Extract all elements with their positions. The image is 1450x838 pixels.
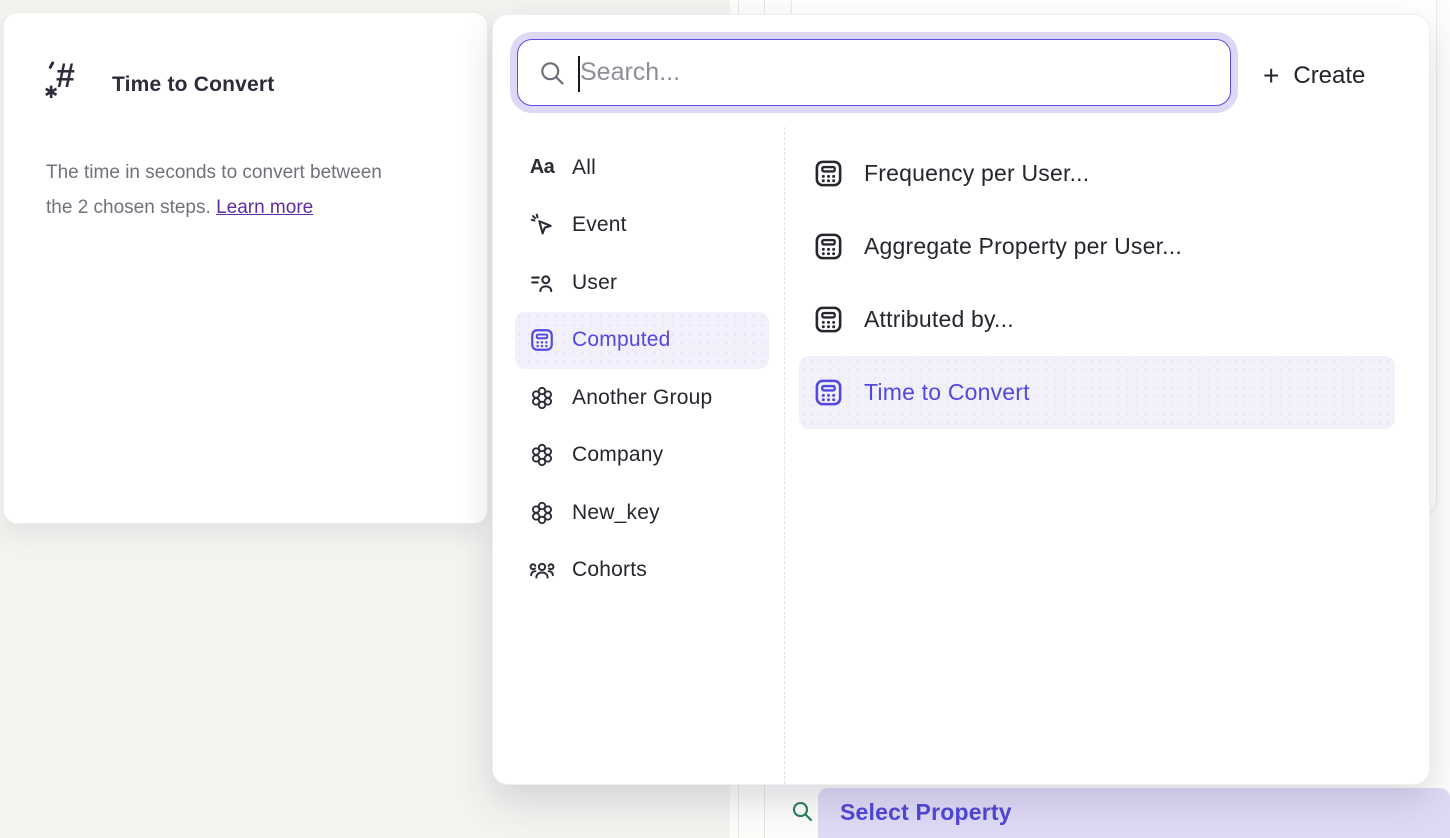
group-cluster-icon bbox=[529, 500, 555, 526]
category-list: Aa All Event bbox=[515, 139, 769, 599]
search-box[interactable] bbox=[517, 39, 1231, 106]
property-picker-popup: + Create Aa All Event bbox=[492, 14, 1430, 785]
tooltip-description: The time in seconds to convert between t… bbox=[46, 162, 382, 218]
category-item-event[interactable]: Event bbox=[515, 197, 769, 255]
text-caret bbox=[578, 56, 580, 92]
calculator-icon bbox=[529, 327, 555, 353]
result-list: Frequency per User... Aggregate Property… bbox=[799, 137, 1395, 429]
category-item-cohorts[interactable]: Cohorts bbox=[515, 542, 769, 600]
create-button[interactable]: + Create bbox=[1263, 53, 1403, 99]
category-item-company[interactable]: Company bbox=[515, 427, 769, 485]
result-item-time-to-convert[interactable]: Time to Convert bbox=[799, 356, 1395, 429]
result-item-attributed-by[interactable]: Attributed by... bbox=[799, 283, 1395, 356]
column-divider bbox=[784, 127, 785, 784]
calculator-icon bbox=[813, 158, 844, 189]
create-button-label: Create bbox=[1293, 62, 1366, 89]
select-property-highlight[interactable] bbox=[818, 788, 1450, 838]
people-icon bbox=[529, 557, 555, 583]
result-item-frequency-per-user[interactable]: Frequency per User... bbox=[799, 137, 1395, 210]
calculator-icon bbox=[813, 231, 844, 262]
category-item-all[interactable]: Aa All bbox=[529, 155, 596, 179]
category-item-another-group[interactable]: Another Group bbox=[515, 369, 769, 427]
category-item-computed[interactable]: Computed bbox=[515, 311, 769, 369]
tooltip-title: Time to Convert bbox=[112, 73, 275, 96]
user-list-icon bbox=[529, 270, 555, 296]
cursor-click-icon bbox=[529, 212, 555, 238]
result-item-aggregate-property-per-user[interactable]: Aggregate Property per User... bbox=[799, 210, 1395, 283]
group-cluster-icon bbox=[529, 442, 555, 468]
tooltip-card: # ✱ Time to Convert The time in seconds … bbox=[3, 12, 488, 524]
select-property-label: Select Property bbox=[840, 799, 1012, 825]
search-input[interactable] bbox=[580, 42, 1210, 102]
hash-number-icon: # ✱ bbox=[44, 57, 75, 102]
calculator-icon bbox=[813, 304, 844, 335]
search-icon bbox=[790, 799, 814, 823]
learn-more-link[interactable]: Learn more bbox=[216, 197, 314, 218]
category-item-new-key[interactable]: New_key bbox=[515, 484, 769, 542]
text-aa-icon: Aa bbox=[529, 156, 555, 179]
group-cluster-icon bbox=[529, 385, 555, 411]
search-icon bbox=[538, 59, 566, 87]
plus-icon: + bbox=[1263, 60, 1280, 91]
select-property-control[interactable]: Select Property bbox=[780, 786, 1450, 838]
category-item-user[interactable]: User bbox=[515, 254, 769, 312]
calculator-icon bbox=[813, 377, 844, 408]
